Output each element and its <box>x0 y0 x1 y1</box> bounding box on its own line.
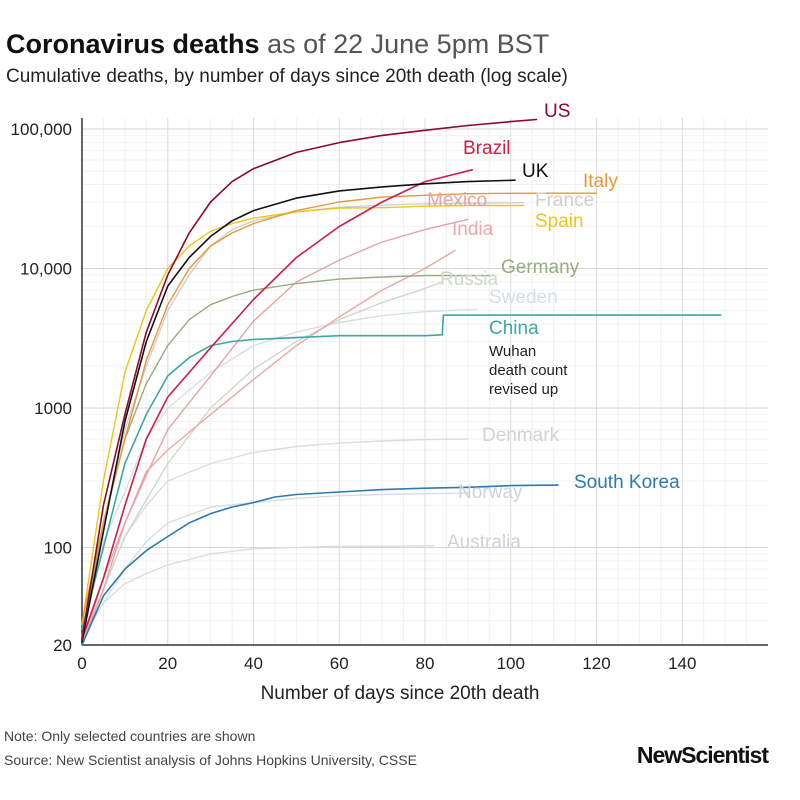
x-tick-label: 0 <box>77 654 86 673</box>
series-label-brazil: Brazil <box>463 138 511 159</box>
series-label-norway: Norway <box>458 482 523 503</box>
series-line-us <box>81 118 538 640</box>
y-tick-label: 1000 <box>34 399 72 418</box>
series-label-australia: Australia <box>447 532 521 553</box>
series-label-uk: UK <box>522 161 549 182</box>
series-label-sweden: Sweden <box>489 287 558 308</box>
chart-title-date: as of 22 June 5pm BST <box>259 29 550 59</box>
y-tick-label: 100 <box>44 539 72 558</box>
series-line-australia <box>81 545 435 640</box>
series-label-south-korea: South Korea <box>574 472 680 493</box>
x-tick-label: 20 <box>158 654 177 673</box>
newscientist-logo: NewScientist <box>636 742 769 768</box>
series-line-sweden <box>81 308 478 640</box>
annotation-wuhan-line: revised up <box>489 381 558 398</box>
x-tick-label: 100 <box>497 654 525 673</box>
series-line-russia <box>81 281 443 640</box>
series-line-france <box>81 202 525 646</box>
chart-source: Source: New Scientist analysis of Johns … <box>4 752 417 768</box>
chart-note: Note: Only selected countries are shown <box>4 728 256 744</box>
chart-title-bold: Coronavirus deaths <box>6 29 260 59</box>
chart-title: Coronavirus deaths as of 22 June 5pm BST <box>6 28 549 60</box>
series-line-uk <box>81 179 516 643</box>
series-line-india <box>81 249 456 646</box>
series-line-italy <box>81 192 598 624</box>
series-line-brazil <box>81 169 473 640</box>
y-tick-label: 20 <box>53 636 72 655</box>
series-line-mexico <box>81 218 469 646</box>
x-tick-label: 60 <box>330 654 349 673</box>
series-label-russia: Russia <box>440 269 499 290</box>
series-label-italy: Italy <box>583 171 618 192</box>
x-tick-label: 80 <box>416 654 435 673</box>
series-label-germany: Germany <box>501 257 580 278</box>
series-label-us: US <box>544 101 570 122</box>
y-tick-label: 10,000 <box>20 260 72 279</box>
y-tick-label: 100,000 <box>11 120 72 139</box>
series-label-mexico: Mexico <box>427 190 487 211</box>
series-line-china <box>81 314 722 630</box>
series-line-germany <box>81 274 495 638</box>
annotation-wuhan-line: Wuhan <box>489 343 536 360</box>
series-label-denmark: Denmark <box>482 425 560 446</box>
x-axis-label: Number of days since 20th death <box>261 683 540 704</box>
series-label-spain: Spain <box>535 211 584 232</box>
annotation-wuhan-line: death count <box>489 362 568 379</box>
x-tick-label: 120 <box>582 654 610 673</box>
series-line-spain <box>81 204 525 626</box>
x-tick-label: 140 <box>668 654 696 673</box>
series-label-india: India <box>452 219 494 240</box>
x-tick-label: 40 <box>244 654 263 673</box>
series-label-france: France <box>535 190 594 211</box>
chart-subtitle: Cumulative deaths, by number of days sin… <box>6 66 568 87</box>
series-line-south-korea <box>81 484 559 646</box>
series-label-china: China <box>489 318 539 339</box>
